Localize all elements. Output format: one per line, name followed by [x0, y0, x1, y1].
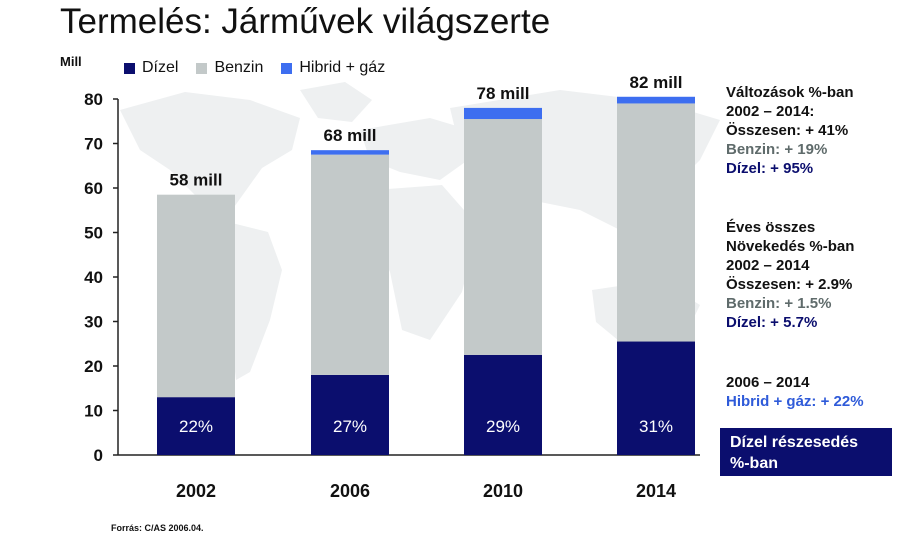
annual-line-4: Összesen: + 2.9% — [726, 276, 853, 293]
changes-annotation: Változások %-ban 2002 – 2014: Összesen: … — [726, 83, 854, 178]
unit-label: Mill — [60, 54, 82, 69]
changes-line-1: Változások %-ban — [726, 84, 854, 101]
bar-segment-gasoline — [617, 103, 695, 342]
legend-swatch-diesel — [124, 62, 135, 74]
y-tick-label: 10 — [84, 402, 103, 421]
y-tick-label: 50 — [84, 224, 103, 243]
legend-label-hybrid: Hibrid + gáz — [299, 59, 386, 76]
y-tick-label: 40 — [84, 268, 103, 287]
bar-segment-hybrid — [311, 150, 389, 155]
x-tick-label: 2014 — [636, 481, 676, 501]
legend-item-hybrid: Hibrid + gáz — [281, 59, 385, 77]
y-axis: 0 10 20 30 40 50 60 70 80 — [84, 90, 700, 465]
bar-segment-diesel — [311, 374, 389, 455]
changes-line-5: Dízel: + 95% — [726, 160, 814, 177]
hybrid-annotation: 2006 – 2014 Hibrid + gáz: + 22% — [726, 373, 864, 411]
changes-line-3: Összesen: + 41% — [726, 122, 849, 139]
annual-line-2: Növekedés %-ban — [726, 238, 855, 255]
legend-swatch-gasoline — [196, 62, 208, 74]
legend-label-gasoline: Benzin — [214, 59, 264, 76]
hybrid-line-2: Hibrid + gáz: + 22% — [726, 393, 864, 410]
bar-segment-hybrid — [617, 96, 695, 104]
source-note: Forrás: C/AS 2006.04. — [111, 523, 204, 533]
y-tick-label: 60 — [84, 179, 103, 198]
annual-line-6: Dízel: + 5.7% — [726, 314, 818, 331]
x-tick-label: 2002 — [176, 481, 216, 501]
legend: Dízel Benzin Hibrid + gáz — [124, 59, 403, 77]
bar-segment-hybrid — [464, 107, 542, 120]
y-tick-label: 30 — [84, 313, 103, 332]
chart-title: Termelés: Járművek világszerte — [60, 2, 551, 41]
share-box-line-1: Dízel részesedés — [730, 434, 859, 451]
diesel-share-box: Dízel részesedés %-ban — [720, 428, 892, 476]
bar-segment-gasoline — [157, 194, 235, 398]
bar-segment-diesel — [464, 354, 542, 455]
total-label: 68 mill — [324, 126, 377, 145]
share-box-line-2: %-ban — [730, 455, 778, 472]
x-tick-label: 2010 — [483, 481, 523, 501]
annual-growth-annotation: Éves összes Növekedés %-ban 2002 – 2014 … — [726, 218, 854, 332]
y-tick-label: 20 — [84, 357, 103, 376]
annual-line-1: Éves összes — [726, 219, 816, 236]
bar-segment-diesel — [617, 341, 695, 455]
changes-line-2: 2002 – 2014: — [726, 103, 815, 120]
x-tick-label: 2006 — [330, 481, 370, 501]
bars — [157, 96, 695, 455]
diesel-share-label: 29% — [486, 417, 520, 436]
annual-line-5: Benzin: + 1.5% — [726, 295, 832, 312]
legend-item-gasoline: Benzin — [196, 59, 263, 77]
diesel-share-label: 27% — [333, 417, 367, 436]
y-tick-label: 70 — [84, 135, 103, 154]
y-tick-label: 80 — [84, 90, 103, 109]
bar-segment-gasoline — [464, 119, 542, 355]
diesel-share-label: 31% — [639, 417, 673, 436]
total-label: 58 mill — [170, 171, 223, 190]
legend-label-diesel: Dízel — [142, 59, 179, 76]
diesel-share-label: 22% — [179, 417, 213, 436]
total-label: 82 mill — [630, 73, 683, 92]
y-tick-label: 0 — [94, 446, 103, 465]
hybrid-line-1: 2006 – 2014 — [726, 374, 810, 391]
bar-segment-gasoline — [311, 154, 389, 375]
legend-swatch-hybrid — [281, 62, 293, 74]
annual-line-3: 2002 – 2014 — [726, 257, 810, 274]
legend-item-diesel: Dízel — [124, 59, 178, 77]
total-label: 78 mill — [477, 84, 530, 103]
bar-segment-diesel — [157, 397, 235, 455]
changes-line-4: Benzin: + 19% — [726, 141, 828, 158]
bar-labels: 58 mill 22% 2002 68 mill 27% 2006 78 mill 29% 20… — [170, 73, 683, 501]
